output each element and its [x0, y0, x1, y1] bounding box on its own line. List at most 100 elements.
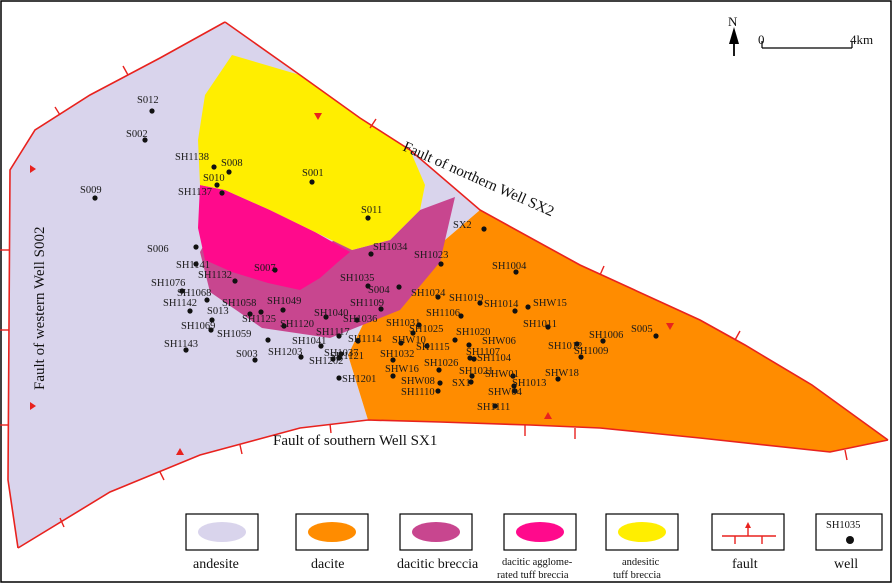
well-label-sh1025: SH1025 — [409, 324, 443, 335]
well-label-sh1040: SH1040 — [314, 308, 348, 319]
well-dot-sx2 — [481, 226, 487, 232]
well-dot-sh1117 — [336, 333, 342, 339]
well-dot-shw04 — [512, 388, 518, 394]
well-dot-s005 — [653, 333, 659, 339]
well-label-s003: S003 — [236, 349, 258, 360]
well-dot-sh1201 — [336, 375, 342, 381]
well-label-sh1031: SH1031 — [386, 318, 420, 329]
well-dot-s013 — [209, 317, 215, 323]
well-label-shw06: SHW06 — [482, 336, 516, 347]
southern-fault-line — [17, 419, 889, 549]
well-label-sh1009: SH1009 — [574, 346, 608, 357]
andesite-swatch — [198, 522, 246, 542]
legend-well: well — [834, 557, 858, 572]
well-label-sh1068: SH1068 — [177, 288, 211, 299]
well-dot-sh1120 — [281, 323, 287, 329]
well-label-s004: S004 — [368, 285, 390, 296]
well-dot-sh1058 — [258, 309, 264, 315]
well-label-sh1106: SH1106 — [426, 308, 460, 319]
well-dot-sx1 — [468, 379, 474, 385]
well-dot-s007 — [272, 267, 278, 273]
well-label-sh1115: SH1115 — [416, 342, 450, 353]
well-label-sh1023: SH1023 — [414, 250, 448, 261]
legend: andesite dacite dacitic breccia dacitic … — [185, 513, 883, 581]
well-label-sh1036: SH1036 — [343, 314, 377, 325]
legend-well-example: SH1035 — [826, 520, 860, 531]
well-dot-sh1142 — [187, 308, 193, 314]
fault-arrows — [30, 113, 674, 455]
well-dot-sh1137 — [219, 190, 225, 196]
well-label-sh1014: SH1014 — [484, 299, 519, 310]
agglomerated-tuff-breccia-swatch — [516, 522, 564, 542]
well-dot-sh1109 — [378, 306, 384, 312]
well-dot-sh1059 — [265, 337, 271, 343]
well-label-sh1069: SH1069 — [181, 321, 215, 332]
well-label-sh1202: SH1202 — [309, 356, 343, 367]
well-label-s001: S001 — [302, 168, 324, 179]
well-dot-s002 — [142, 137, 148, 143]
western-fault-label: Fault of western Well S002 — [32, 227, 48, 391]
well-dot-sh1132 — [232, 278, 238, 284]
scale-start-label: 0 — [758, 32, 765, 47]
well-dot-sh1013 — [511, 383, 517, 389]
well-label-sh1203: SH1203 — [268, 347, 302, 358]
well-dot-sh1041 — [318, 343, 324, 349]
legend-dacitic-breccia: dacitic breccia — [397, 557, 479, 572]
well-label-sh1034: SH1034 — [373, 242, 408, 253]
well-dot-s006 — [193, 244, 199, 250]
scale-bar — [761, 41, 853, 49]
well-dot-sh1014 — [512, 308, 518, 314]
well-label-sh1141: SH1141 — [176, 260, 210, 271]
well-dot-sh1110 — [435, 388, 441, 394]
well-dot-sh1040 — [323, 314, 329, 320]
well-label-sh1019: SH1019 — [449, 293, 483, 304]
well-dot-sh1121 — [336, 355, 342, 361]
well-label-sh1142: SH1142 — [163, 298, 197, 309]
agglomerated-tuff-breccia-zone — [198, 185, 350, 290]
well-dot-sh1026 — [436, 367, 442, 373]
well-dot-sh1069 — [208, 327, 214, 333]
well-dot-s003 — [252, 357, 258, 363]
legend-andesitic-line1: andesitic — [622, 557, 660, 568]
well-label-sh1132: SH1132 — [198, 270, 232, 281]
legend-andesitic-line2: tuff breccia — [613, 570, 661, 581]
well-dot-sh1115 — [424, 343, 430, 349]
well-label-s002: S002 — [126, 129, 148, 140]
well-dot-shw15 — [525, 304, 531, 310]
well-label-sh1138: SH1138 — [175, 152, 209, 163]
well-label-s009: S009 — [80, 185, 102, 196]
dacite-swatch — [308, 522, 356, 542]
well-label-s013: S013 — [207, 306, 229, 317]
well-label-sh1026: SH1026 — [424, 358, 458, 369]
fault-ticks — [0, 65, 848, 528]
well-label-shw10: SHW10 — [392, 335, 426, 346]
well-dot-sh1023 — [438, 261, 444, 267]
legend-agglomerated-line1: dacitic agglome- — [502, 557, 573, 568]
well-dot-sh1019 — [477, 300, 483, 306]
well-label-sh1143: SH1143 — [164, 339, 198, 350]
dacitic-breccia-swatch — [412, 522, 460, 542]
well-label-sh1037: SH1037 — [324, 348, 358, 359]
well-dot-sh1138 — [211, 164, 217, 170]
well-label-shw04: SHW04 — [488, 387, 523, 398]
well-label-sh1041: SH1041 — [292, 336, 326, 347]
well-dot-sh1068 — [204, 297, 210, 303]
well-label-sx1: SX1 — [452, 378, 471, 389]
well-symbol-icon — [846, 536, 854, 544]
well-dot-s011 — [365, 215, 371, 221]
well-dot-shw01 — [510, 373, 516, 379]
well-dot-sh1036 — [354, 317, 360, 323]
well-label-sh1125: SH1125 — [242, 314, 276, 325]
well-label-sh1006: SH1006 — [589, 330, 623, 341]
well-label-sh1201: SH1201 — [342, 374, 376, 385]
well-label-sh1104: SH1104 — [477, 353, 512, 364]
well-label-sh1111: SH1111 — [477, 402, 510, 413]
well-dot-sh1034 — [368, 251, 374, 257]
well-dot-s010 — [214, 182, 220, 188]
southern-fault-label: Fault of southern Well SX1 — [273, 433, 437, 449]
well-dot-sh1114 — [355, 338, 361, 344]
well-dot-sh1076 — [179, 288, 185, 294]
well-dot-sh1025 — [410, 330, 416, 336]
well-label-sh1121: SH1121 — [330, 351, 364, 362]
well-label-sh1011: SH1011 — [523, 319, 557, 330]
